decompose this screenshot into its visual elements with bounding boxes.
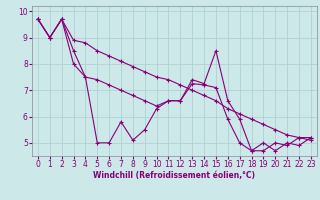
X-axis label: Windchill (Refroidissement éolien,°C): Windchill (Refroidissement éolien,°C) [93,171,255,180]
